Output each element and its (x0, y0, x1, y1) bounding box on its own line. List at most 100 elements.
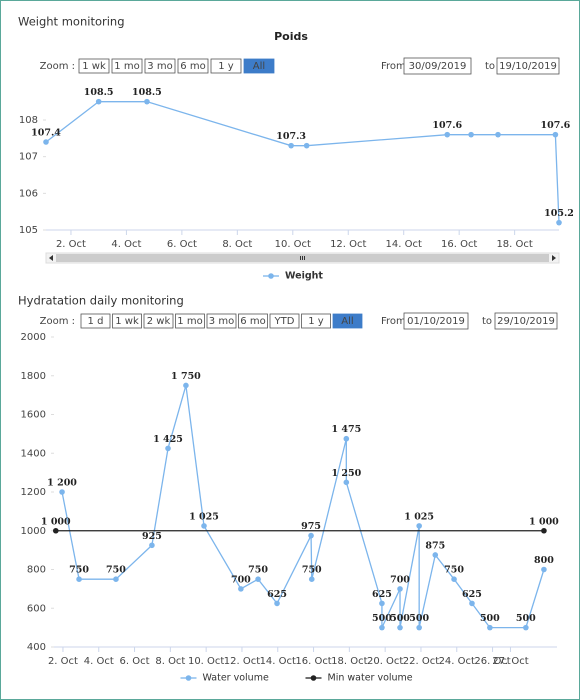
zoom-button-label[interactable]: 1 wk (115, 316, 139, 327)
zoom-button-label[interactable]: 3 mo (209, 316, 234, 327)
zoom-button-label[interactable]: YTD (274, 316, 295, 327)
zoom-button[interactable] (243, 58, 275, 74)
y-tick-label: 1000 (21, 526, 46, 537)
zoom-button-label[interactable]: 1 wk (82, 61, 106, 72)
data-label: 700 (231, 574, 251, 585)
data-label: 107.6 (541, 120, 571, 131)
data-label: 925 (142, 531, 162, 542)
data-label: 1 025 (189, 511, 219, 522)
legend-label[interactable]: Weight (285, 271, 323, 282)
zoom-button-label[interactable]: 3 mo (147, 61, 172, 72)
data-point (397, 624, 403, 631)
data-label: 750 (444, 565, 464, 576)
data-label: 750 (248, 565, 268, 576)
zoom-button[interactable] (177, 58, 209, 74)
y-tick-label: 108 (19, 115, 38, 126)
legend-marker (185, 675, 192, 681)
x-tick-label: 6. Oct (120, 656, 150, 667)
zoom-button[interactable] (175, 313, 205, 329)
to-input[interactable] (494, 312, 558, 330)
data-label: 107.3 (276, 131, 306, 142)
zoom-button[interactable] (112, 313, 142, 329)
data-point (59, 489, 65, 495)
data-point (183, 382, 189, 389)
data-label: 750 (69, 565, 89, 576)
data-label: 107.6 (432, 120, 462, 131)
y-tick-label: 2000 (21, 332, 46, 343)
y-tick-label: 1800 (21, 371, 46, 382)
y-tick-label: 1600 (21, 410, 46, 421)
x-tick-label: 10. Oct (188, 656, 224, 667)
data-label: 1 000 (41, 516, 71, 527)
to-value[interactable]: 29/10/2019 (497, 316, 555, 327)
x-tick-label: 2. Oct (56, 239, 86, 250)
data-point (397, 586, 403, 592)
zoom-button[interactable] (206, 313, 237, 329)
from-input[interactable] (403, 312, 469, 330)
data-point (416, 624, 422, 631)
zoom-button[interactable] (301, 313, 331, 329)
from-value[interactable]: 01/10/2019 (407, 316, 465, 327)
zoom-button-label[interactable]: 6 mo (180, 61, 205, 72)
scroll-right-arrow[interactable] (552, 255, 556, 261)
data-label: 1 475 (331, 424, 361, 435)
x-tick-label: 6. Oct (167, 239, 197, 250)
zoom-button-label[interactable]: All (253, 61, 265, 72)
x-tick-label: 24. Oct (439, 656, 475, 667)
y-tick-label: 1200 (21, 487, 46, 498)
legend-label[interactable]: Water volume (203, 673, 269, 684)
zoom-button-label[interactable]: 1 mo (177, 316, 202, 327)
to-value[interactable]: 19/10/2019 (499, 61, 557, 72)
zoom-button[interactable] (269, 313, 300, 329)
from-value[interactable]: 30/09/2019 (409, 61, 467, 72)
zoom-button[interactable] (78, 58, 110, 74)
from-input[interactable] (403, 57, 472, 75)
data-point (523, 624, 529, 631)
zoom-button-label[interactable]: 6 mo (240, 316, 265, 327)
zoom-button-label[interactable]: 1 d (88, 316, 104, 327)
to-label: to (482, 316, 492, 327)
zoom-button[interactable] (143, 313, 174, 329)
x-tick-label: 8. Oct (155, 656, 185, 667)
data-point (238, 586, 244, 592)
data-point (308, 576, 315, 582)
legend-marker (310, 675, 317, 681)
data-point (487, 624, 493, 631)
zoom-button[interactable] (80, 313, 111, 329)
zoom-button[interactable] (210, 58, 242, 74)
data-point (416, 523, 422, 529)
data-point (43, 139, 49, 145)
zoom-button-label[interactable]: 1 mo (114, 61, 139, 72)
data-label: 108.5 (132, 87, 162, 98)
data-label: 500 (516, 613, 536, 624)
zoom-button-label[interactable]: 1 y (218, 61, 234, 72)
data-label: 500 (372, 613, 392, 624)
data-label: 975 (301, 521, 321, 532)
zoom-button-label[interactable]: 1 y (308, 316, 324, 327)
zoom-label: Zoom : (40, 316, 75, 327)
zoom-button[interactable] (332, 313, 363, 329)
x-tick-label: 14. Oct (386, 239, 422, 250)
data-label: 625 (372, 589, 392, 600)
zoom-button-label[interactable]: All (341, 316, 353, 327)
zoom-button[interactable] (238, 313, 268, 329)
x-tick-label: 2. Oct (48, 656, 78, 667)
x-tick-label: 27. Oct (492, 656, 528, 667)
y-tick-label: 400 (27, 642, 46, 653)
x-tick-label: 26. Oct (474, 656, 510, 667)
data-label: 500 (390, 613, 410, 624)
section-heading: Weight monitoring (18, 15, 125, 29)
x-tick-label: 18. Oct (496, 239, 532, 250)
y-tick-label: 107 (19, 152, 38, 163)
legend-label[interactable]: Min water volume (328, 673, 413, 684)
y-tick-label: 106 (19, 188, 38, 199)
zoom-button[interactable] (111, 58, 143, 74)
y-tick-label: 105 (19, 225, 38, 236)
y-tick-label: 600 (27, 603, 46, 614)
zoom-button[interactable] (144, 58, 176, 74)
data-label: 625 (462, 589, 482, 600)
zoom-button-label[interactable]: 2 wk (147, 316, 171, 327)
scroll-left-arrow[interactable] (49, 255, 53, 261)
to-input[interactable] (496, 57, 560, 75)
data-point (379, 600, 385, 607)
